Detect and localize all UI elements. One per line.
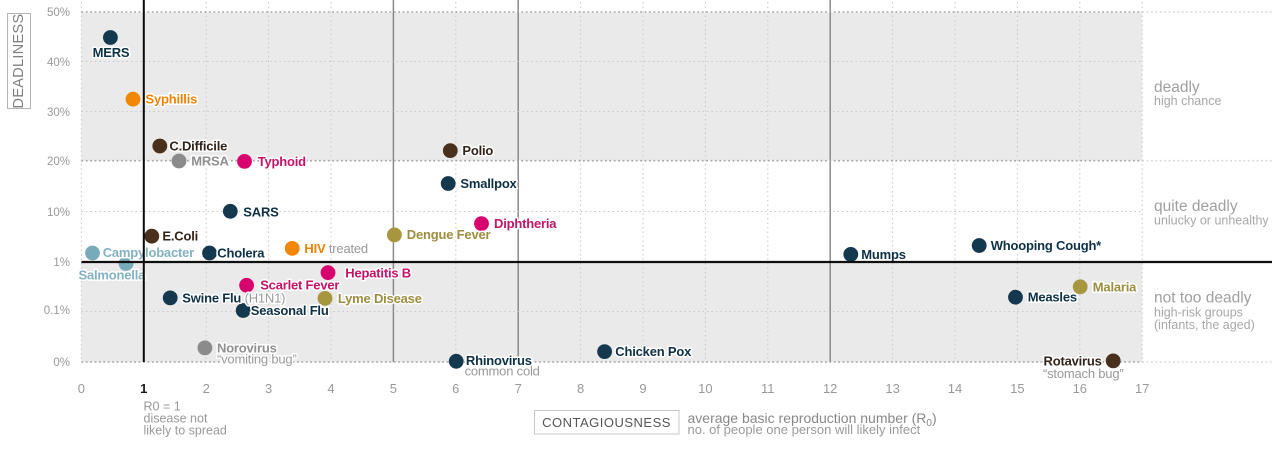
svg-text:no. of people one person will: no. of people one person will likely inf…: [688, 422, 921, 437]
svg-text:1: 1: [140, 381, 147, 396]
svg-text:unlucky or unhealthy: unlucky or unhealthy: [1154, 214, 1269, 228]
svg-text:deadly: deadly: [1154, 79, 1200, 96]
svg-text:Cholera: Cholera: [217, 245, 265, 260]
svg-text:Norovirus: Norovirus: [217, 340, 277, 355]
svg-text:CONTAGIOUSNESS: CONTAGIOUSNESS: [542, 415, 671, 430]
svg-text:16: 16: [1073, 381, 1087, 396]
svg-text:average basic reproduction num: average basic reproduction number (R0): [688, 410, 937, 429]
svg-text:“vomiting bug”: “vomiting bug”: [217, 351, 297, 366]
svg-text:1%: 1%: [53, 257, 70, 269]
svg-text:3: 3: [265, 381, 272, 396]
svg-text:high-risk groups: high-risk groups: [1154, 306, 1243, 320]
svg-text:disease not: disease not: [144, 412, 208, 426]
svg-text:common cold: common cold: [465, 364, 540, 379]
svg-text:0%: 0%: [53, 357, 70, 369]
svg-text:E.Coli: E.Coli: [162, 228, 198, 243]
svg-text:DEADLINESS: DEADLINESS: [11, 14, 27, 109]
svg-text:MRSA: MRSA: [191, 153, 229, 168]
svg-text:likely to spread: likely to spread: [144, 424, 227, 438]
svg-text:C.Difficile: C.Difficile: [169, 138, 227, 153]
svg-text:Syphillis: Syphillis: [146, 92, 198, 107]
svg-text:7: 7: [515, 381, 522, 396]
svg-text:not too deadly: not too deadly: [1154, 290, 1252, 307]
svg-text:Typhoid: Typhoid: [258, 154, 306, 169]
svg-text:Salmonella: Salmonella: [79, 268, 147, 283]
svg-text:4: 4: [327, 381, 334, 396]
svg-text:30%: 30%: [47, 107, 70, 119]
svg-text:Measles: Measles: [1028, 290, 1077, 305]
svg-text:Smallpox: Smallpox: [460, 176, 517, 191]
svg-text:Diphtheria: Diphtheria: [494, 216, 557, 231]
svg-text:Campylobacter: Campylobacter: [103, 245, 194, 260]
svg-text:Scarlet Fever: Scarlet Fever: [260, 278, 339, 293]
svg-text:6: 6: [452, 381, 459, 396]
svg-text:Lyme Disease: Lyme Disease: [338, 291, 422, 306]
svg-text:2: 2: [203, 381, 210, 396]
svg-text:5: 5: [390, 381, 397, 396]
svg-text:0: 0: [78, 381, 85, 396]
svg-text:Rotavirus: Rotavirus: [1044, 353, 1102, 368]
svg-text:Polio: Polio: [462, 143, 493, 158]
svg-text:quite deadly: quite deadly: [1154, 198, 1238, 215]
svg-text:“stomach bug”: “stomach bug”: [1043, 366, 1124, 381]
svg-text:10%: 10%: [47, 207, 70, 219]
svg-text:R0 = 1: R0 = 1: [144, 400, 181, 414]
svg-text:15: 15: [1010, 381, 1024, 396]
svg-text:Mumps: Mumps: [861, 247, 906, 262]
svg-text:9: 9: [639, 381, 646, 396]
svg-text:Chicken Pox: Chicken Pox: [615, 344, 692, 359]
svg-text:20%: 20%: [47, 156, 70, 168]
svg-text:Whooping Cough*: Whooping Cough*: [991, 238, 1102, 253]
svg-text:50%: 50%: [47, 7, 70, 19]
svg-text:8: 8: [577, 381, 584, 396]
svg-text:10: 10: [698, 381, 712, 396]
svg-text:Hepatitis B: Hepatitis B: [345, 265, 411, 280]
svg-text:14: 14: [948, 381, 962, 396]
svg-text:SARS: SARS: [243, 205, 279, 220]
svg-text:17: 17: [1135, 381, 1149, 396]
svg-text:HIV treated: HIV treated: [304, 241, 368, 256]
svg-text:13: 13: [885, 381, 899, 396]
svg-text:0.1%: 0.1%: [44, 305, 70, 317]
svg-text:11: 11: [761, 381, 775, 396]
svg-text:Dengue Fever: Dengue Fever: [407, 227, 491, 242]
svg-text:Malaria: Malaria: [1093, 279, 1137, 294]
svg-text:Rhinovirus: Rhinovirus: [466, 353, 532, 368]
svg-text:40%: 40%: [47, 57, 70, 69]
svg-text:Swine Flu (H1N1): Swine Flu (H1N1): [182, 290, 285, 305]
svg-text:Seasonal Flu: Seasonal Flu: [251, 303, 329, 318]
svg-text:12: 12: [823, 381, 837, 396]
svg-text:MERS: MERS: [93, 45, 130, 60]
svg-text:(infants, the aged): (infants, the aged): [1154, 318, 1255, 332]
svg-text:high chance: high chance: [1154, 94, 1221, 108]
